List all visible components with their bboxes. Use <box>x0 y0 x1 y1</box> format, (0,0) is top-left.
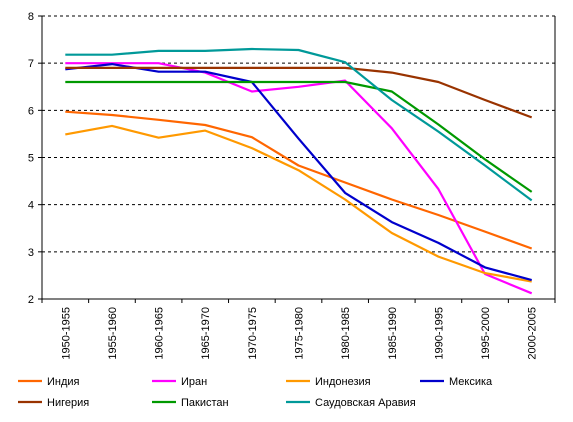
y-tick-label: 4 <box>28 200 34 212</box>
x-tick-label: 1960-1965 <box>154 307 166 360</box>
grid-lines <box>42 15 555 253</box>
series-line-0 <box>65 110 533 250</box>
y-tick-label: 2 <box>28 294 34 306</box>
series-line-2 <box>65 124 532 283</box>
series-line-1 <box>65 62 533 295</box>
legend-label: Пакистан <box>181 397 229 409</box>
y-tick-label: 5 <box>28 153 34 165</box>
legend-label: Иран <box>181 376 207 388</box>
y-tick-label: 8 <box>28 11 34 23</box>
x-axis-ticks: 1950-1955 1955-1960 1960-1965 1965-1970 1970… <box>41 299 556 360</box>
legend: Индия Иран Индонезия Мексика Нигерия Пакистан… <box>18 376 493 409</box>
y-tick-label: 3 <box>28 247 34 259</box>
x-tick-label: 1985-1990 <box>387 307 399 360</box>
legend-label: Саудовская Аравия <box>315 397 416 409</box>
y-axis-ticks: 2 3 4 5 6 7 8 <box>28 11 42 306</box>
series-line-6 <box>65 47 533 202</box>
legend-label: Индонезия <box>315 376 371 388</box>
legend-label: Мексика <box>449 376 493 388</box>
axes <box>41 16 556 300</box>
x-tick-label: 1950-1955 <box>60 307 72 360</box>
series-line-4 <box>65 66 533 119</box>
x-tick-label: 1970-1975 <box>247 307 259 360</box>
x-tick-label: 1990-1995 <box>433 307 445 360</box>
series-lines <box>65 47 533 295</box>
x-tick-label: 1995-2000 <box>480 307 492 360</box>
series-line-3 <box>65 62 532 282</box>
x-tick-label: 2000-2005 <box>527 307 539 360</box>
y-tick-label: 7 <box>28 58 34 70</box>
x-tick-label: 1965-1970 <box>200 307 212 360</box>
x-tick-label: 1955-1960 <box>107 307 119 360</box>
legend-label: Нигерия <box>47 397 89 409</box>
legend-label: Индия <box>47 376 80 388</box>
x-tick-label: 1980-1985 <box>340 307 352 360</box>
x-tick-label: 1975-1980 <box>294 307 306 360</box>
y-tick-label: 6 <box>28 105 34 117</box>
series-line-5 <box>65 80 533 193</box>
